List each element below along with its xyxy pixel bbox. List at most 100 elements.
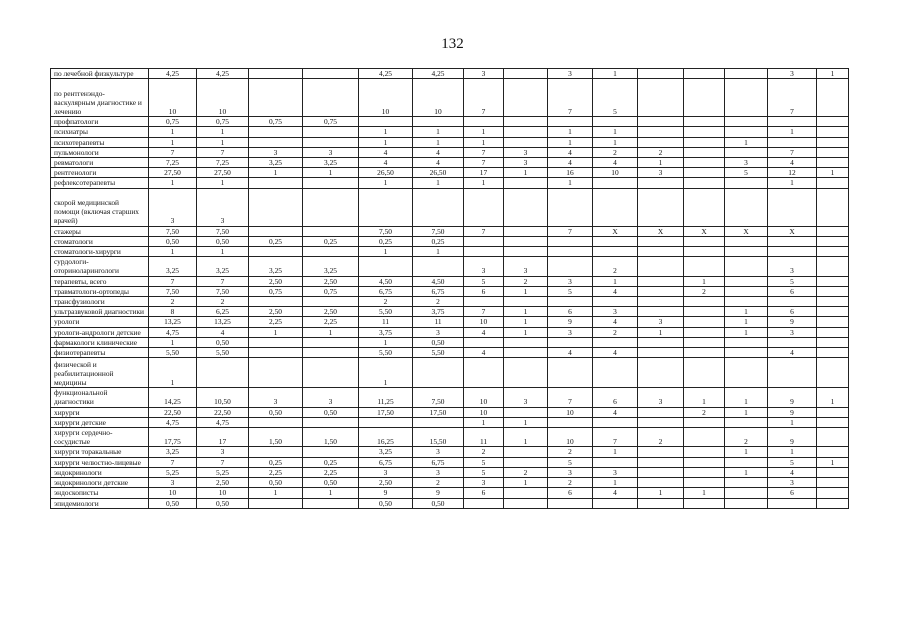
table-cell: 5 (547, 456, 593, 468)
table-cell: 0,50 (148, 235, 197, 248)
table-cell: 7,50 (412, 225, 464, 237)
table-cell: 1 (637, 157, 684, 169)
table-cell (248, 225, 303, 237)
table-cell (412, 256, 464, 277)
table-cell (547, 256, 593, 277)
table-cell: 3 (196, 187, 249, 227)
table-cell (637, 116, 684, 128)
table-cell (463, 235, 504, 248)
table-cell: 7 (148, 146, 197, 159)
table-cell (248, 296, 303, 308)
table-cell: 2 (358, 296, 413, 308)
table-cell (503, 336, 548, 349)
table-cell: 4 (592, 285, 638, 298)
table-cell: 6,75 (412, 285, 464, 298)
row-label: пульмонологи (50, 146, 149, 159)
table-cell: 1 (358, 126, 413, 138)
table-cell: 3,75 (358, 326, 413, 338)
table-cell: 10 (592, 167, 638, 179)
table-cell: 0,75 (148, 116, 197, 128)
table-cell: 3 (592, 466, 638, 479)
table-cell (503, 446, 548, 458)
table-cell: 10 (547, 427, 593, 448)
table-cell: 3 (637, 316, 684, 328)
table-cell (816, 406, 849, 418)
table-cell: 17 (196, 427, 249, 448)
table-cell: 2,25 (248, 316, 303, 328)
table-cell (302, 225, 359, 237)
table-cell (463, 246, 504, 258)
table-cell: 5,25 (196, 466, 249, 479)
table-cell (767, 497, 817, 509)
table-cell (683, 306, 725, 318)
table-cell (302, 336, 359, 349)
table-cell: 11,25 (358, 387, 413, 408)
table-cell (683, 357, 725, 389)
table-cell (724, 336, 768, 349)
table-cell: 13,25 (196, 316, 249, 328)
table-row: ревматологи 7,25 7,25 3,25 3,25 4 4 7 3 4 4 1 3 4 (50, 157, 849, 169)
table-cell: 2 (503, 275, 548, 287)
table-cell: 7 (592, 427, 638, 448)
row-label: сурдологи-оториноларингологи (50, 256, 149, 277)
table-cell: 3 (767, 256, 817, 277)
table-cell: 3 (503, 157, 548, 169)
table-cell: 0,50 (196, 336, 249, 349)
table-cell (547, 116, 593, 128)
row-label: трансфузиологи (50, 296, 149, 308)
table-cell (816, 497, 849, 509)
table-cell (683, 466, 725, 479)
table-cell: 10 (196, 487, 249, 499)
table-cell: 9 (767, 316, 817, 328)
table-cell (463, 116, 504, 128)
table-cell (503, 136, 548, 148)
table-cell (412, 416, 464, 429)
table-cell (816, 336, 849, 349)
table-cell: 3,75 (412, 306, 464, 318)
table-cell: 7,50 (412, 387, 464, 408)
table-cell: 1 (148, 126, 197, 138)
row-label: эндокринологи (50, 466, 149, 479)
table-cell (503, 497, 548, 509)
table-cell: 3 (412, 466, 464, 479)
table-cell: 3 (637, 167, 684, 179)
table-cell: 5 (463, 466, 504, 479)
table-cell (816, 326, 849, 338)
table-row: урологи-андрологи детские 4,75 4 1 1 3,75 3 4 1 3… (50, 326, 849, 338)
row-label: эндокринологи детские (50, 477, 149, 489)
table-row: физической и реабилитационной медицины 1 1 (50, 357, 849, 389)
table-cell: 8 (148, 306, 197, 318)
table-cell: 2 (412, 296, 464, 308)
table-cell: 1 (196, 126, 249, 138)
table-cell: 5,25 (148, 466, 197, 479)
table-cell: 2,25 (302, 316, 359, 328)
table-cell (816, 146, 849, 159)
table-cell (816, 246, 849, 258)
table-cell: 6 (592, 387, 638, 408)
table-cell: 6 (767, 487, 817, 499)
page-number: 132 (441, 36, 464, 52)
table-row: эндокринологи детские 3 2,50 0,50 0,50 2,50 2 3… (50, 477, 849, 489)
table-row: хирурги 22,50 22,50 0,50 0,50 17,50 17,50 10 10 4… (50, 406, 849, 418)
table-cell: 17 (463, 167, 504, 179)
table-cell: 3 (248, 146, 303, 159)
table-cell (248, 446, 303, 458)
table-cell: 1 (503, 306, 548, 318)
table-cell (683, 146, 725, 159)
table-cell: 4 (412, 157, 464, 169)
table-row: фармакологи клинические 1 0,50 1 0,50 (50, 336, 849, 349)
table-cell (463, 296, 504, 308)
table-cell: 5,50 (358, 347, 413, 359)
table-cell: 3 (724, 157, 768, 169)
row-label: рефлексотерапевты (50, 177, 149, 189)
table-row: терапевты, всего 7 7 2,50 2,50 4,50 4,50 5 2 3 1 1 5 (50, 275, 849, 287)
table-cell: X (683, 225, 725, 237)
table-cell (683, 446, 725, 458)
row-label: скорой медицинской помощи (включая старш… (50, 187, 149, 227)
table-cell: 0,50 (196, 497, 249, 509)
table-cell: 1,50 (248, 427, 303, 448)
table-cell (816, 416, 849, 429)
table-cell (724, 116, 768, 128)
table-cell: 7,25 (196, 157, 249, 169)
table-row: стоматологи-хирурги 1 1 1 1 (50, 246, 849, 258)
